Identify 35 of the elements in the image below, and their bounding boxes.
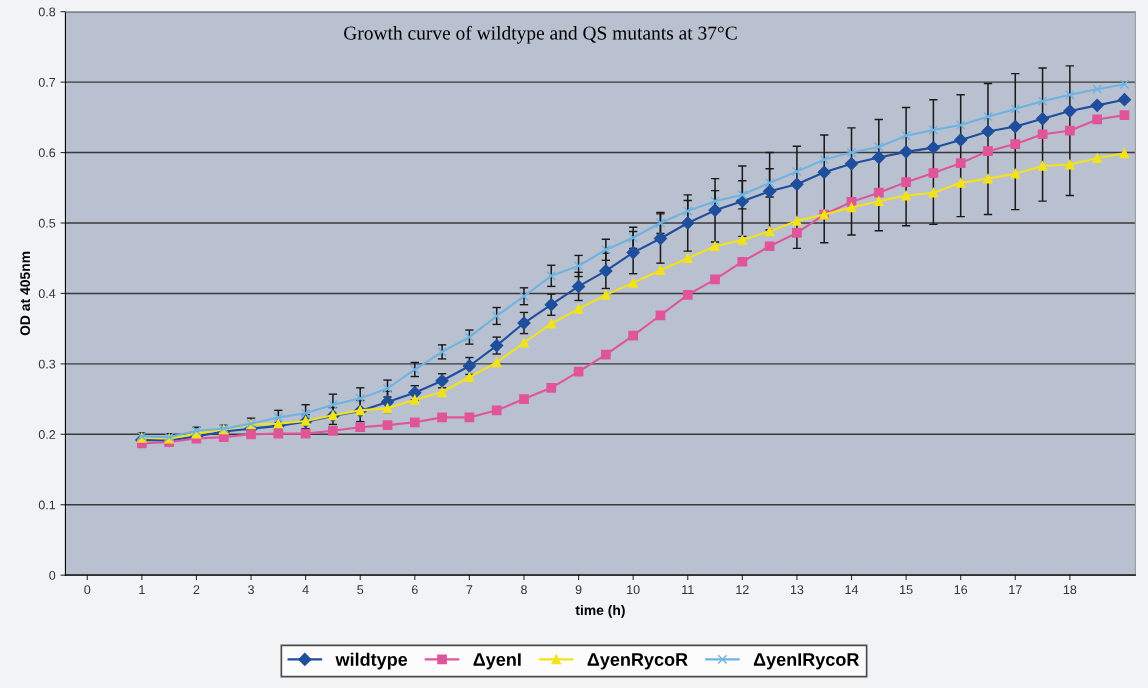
x-tick-label: 6	[411, 585, 418, 595]
y-tick-label: 0.5	[38, 218, 56, 228]
legend-label: wildtype	[335, 652, 408, 670]
x-tick-label: 1	[139, 585, 145, 594]
x-tick-label: 16	[954, 585, 968, 595]
x-tick-label: 5	[357, 585, 364, 595]
y-tick-label: 0.2	[38, 430, 56, 439]
legend-label: ΔyenI	[473, 653, 521, 670]
y-axis-title: OD at 405nm	[20, 251, 31, 336]
x-tick-label: 14	[845, 585, 859, 594]
y-tick-label: 0	[49, 570, 56, 580]
y-tick-label: 0.1	[38, 500, 56, 510]
x-tick-label: 2	[193, 585, 200, 594]
x-tick-label: 12	[736, 585, 749, 594]
x-tick-label: 11	[682, 585, 694, 594]
legend-label: ΔyenRycoR	[587, 653, 688, 670]
x-tick-label: 9	[575, 585, 582, 595]
x-tick-label: 10	[627, 585, 640, 595]
legend-label: ΔyenIRycoR	[753, 653, 860, 670]
y-tick-label: 0.3	[38, 359, 56, 369]
x-tick-label: 15	[900, 585, 913, 595]
x-tick-label: 18	[1063, 585, 1077, 595]
y-tick-label: 0.6	[38, 148, 56, 158]
x-tick-label: 3	[248, 585, 254, 595]
x-tick-label: 4	[302, 585, 309, 594]
text: Growth curve of wildtype and QS mutants at 37°C	[344, 25, 737, 44]
x-tick-label: 7	[466, 585, 473, 594]
x-tick-label: 13	[790, 585, 804, 595]
x-axis-title: time (h)	[575, 604, 625, 618]
x-tick-label: 17	[1009, 585, 1022, 594]
x-tick-label: 0	[84, 585, 91, 595]
y-tick-label: 0.4	[38, 289, 56, 299]
y-tick-label: 0.7	[38, 77, 56, 87]
y-tick-label: 0.8	[38, 7, 56, 17]
x-tick-label: 8	[521, 585, 527, 595]
